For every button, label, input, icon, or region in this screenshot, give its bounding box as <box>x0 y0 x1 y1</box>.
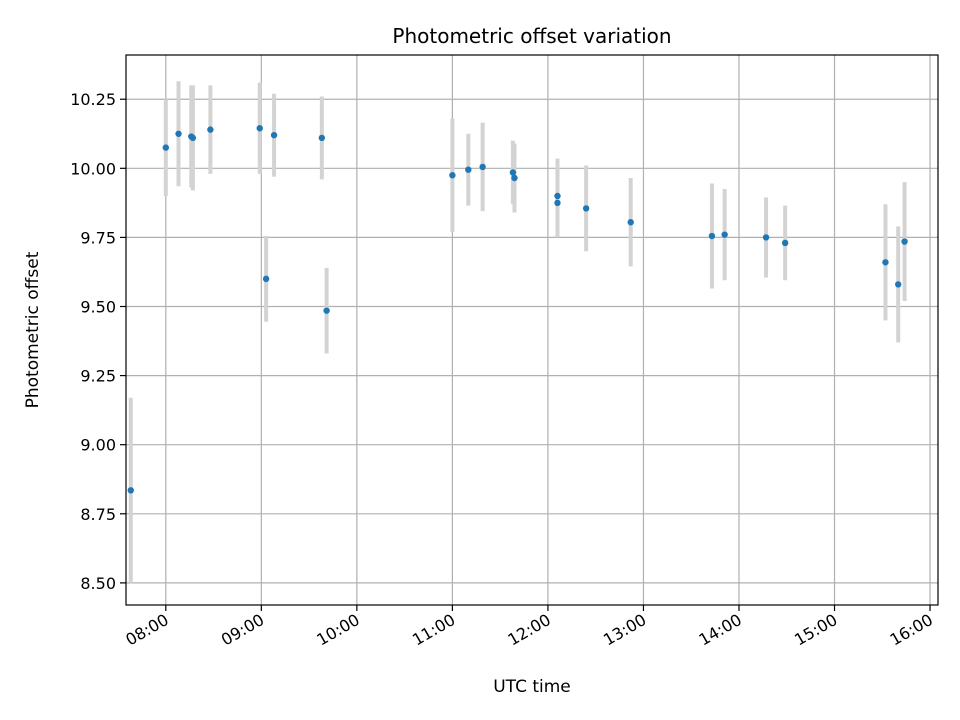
data-point <box>901 238 908 245</box>
x-tick-label: 10:00 <box>313 610 362 650</box>
y-tick-label: 9.50 <box>80 298 116 317</box>
data-point <box>509 169 517 176</box>
data-point <box>256 125 263 132</box>
y-tick-label: 10.00 <box>70 159 116 178</box>
x-tick-label: 09:00 <box>218 610 267 650</box>
data-point <box>449 172 456 179</box>
data-point <box>554 192 561 200</box>
data-point <box>323 307 330 314</box>
x-tick-label: 16:00 <box>887 610 936 650</box>
y-tick-label: 8.75 <box>80 505 116 524</box>
y-tick-label: 9.75 <box>80 228 116 247</box>
ticks: 08:00 09:00 10:00 11:00 12:00 13:00 14:00 15:00… <box>70 90 936 649</box>
data-point <box>582 205 590 212</box>
data-point <box>894 281 902 288</box>
data-point <box>708 232 716 240</box>
data-point <box>781 239 789 247</box>
x-tick-label: 08:00 <box>122 610 171 650</box>
data-point <box>127 487 134 494</box>
data-point <box>479 163 486 171</box>
data-point <box>318 134 326 142</box>
data-point <box>162 144 170 151</box>
chart-title: Photometric offset variation <box>392 24 671 48</box>
data-point <box>175 130 182 137</box>
y-tick-label: 9.00 <box>80 436 116 455</box>
data-point <box>511 174 518 182</box>
x-tick-label: 12:00 <box>504 610 553 650</box>
x-tick-label: 15:00 <box>791 610 840 650</box>
y-tick-label: 9.25 <box>80 367 116 386</box>
y-tick-label: 10.25 <box>70 90 116 109</box>
error-bars <box>128 81 907 583</box>
plot-frame <box>125 54 939 606</box>
data-point <box>627 219 634 226</box>
data-points <box>127 125 908 494</box>
x-tick-label: 11:00 <box>409 610 458 650</box>
data-point <box>207 126 214 133</box>
data-point <box>262 275 270 283</box>
data-point <box>762 234 770 241</box>
x-tick-label: 13:00 <box>600 610 649 650</box>
x-tick-label: 14:00 <box>696 610 745 650</box>
data-point <box>270 131 278 139</box>
y-axis-title: Photometric offset <box>23 251 43 408</box>
grid <box>126 55 938 605</box>
x-axis-title: UTC time <box>493 677 571 697</box>
y-tick-label: 8.50 <box>80 574 116 593</box>
data-point <box>721 231 728 238</box>
data-point <box>554 199 561 207</box>
data-point <box>189 134 197 142</box>
data-point <box>882 259 889 266</box>
data-point <box>465 166 472 173</box>
